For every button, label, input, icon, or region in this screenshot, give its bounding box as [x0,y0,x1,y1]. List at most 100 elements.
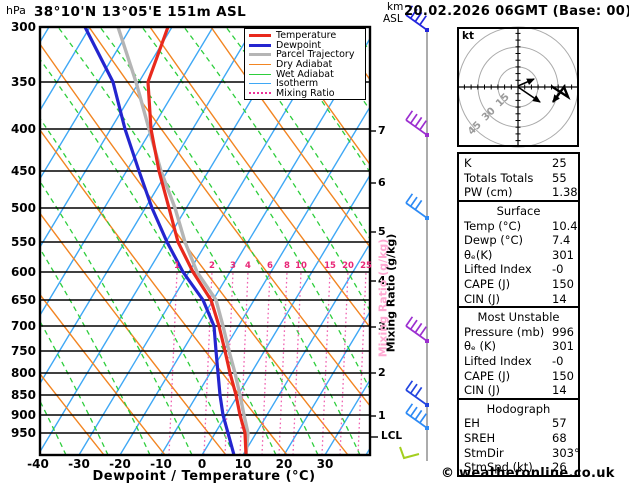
temp-tick-label: -20 [109,457,131,471]
table-row: StmSpd (kt) 26 [459,460,578,475]
km-tick-label: 3 [378,320,386,333]
mixing-ratio-tick-label: 10 [295,261,307,271]
table-row: CAPE (J) 150 [459,368,578,383]
wind-barb [405,5,429,32]
pressure-tick-label: 500 [10,201,36,215]
table-row-label: Totals Totals [464,170,534,185]
km-tick-label: 2 [378,366,386,379]
table-row-label: PW (cm) [464,185,513,200]
temp-tick-label: -10 [150,457,172,471]
temp-tick-label: 0 [197,457,207,471]
legend-item: Mixing Ratio [249,88,361,99]
asl-axis-unit-label: ASL [383,13,403,25]
mixing-ratio-tick-label: 20 [342,261,354,271]
wind-barb [405,403,429,430]
table-row-value: 150 [552,277,574,292]
hodograph-unit-label: kt [462,30,475,42]
parcel-trajectory-curve [116,27,250,455]
legend-line-sample [249,43,271,47]
table-row: Lifted Index -0 [459,354,578,369]
pressure-tick-label: 450 [10,164,36,178]
temp-tick-label: 10 [234,457,252,471]
table-section-header: Most Unstable [477,310,560,324]
table-row-value: 996 [552,324,574,339]
table-row-label: EH [464,416,480,431]
lcl-label: LCL [381,430,403,442]
mixing-ratio-tick-label: 8 [284,261,290,271]
wind-barb [405,316,429,343]
table-section: K 25 Totals Totals 55 PW (cm) 1.38 [457,152,580,202]
pressure-tick-label: 350 [10,75,36,89]
mixing-ratio-tick-label: 15 [324,261,336,271]
storm-motion-arrow [517,86,541,103]
pressure-tick-label: 600 [10,265,36,279]
table-row-label: Pressure (mb) [464,324,545,339]
table-row-value: 57 [552,416,567,431]
table-row-value: -0 [552,354,564,369]
mixing-ratio-axis-label: Mixing Ratio (g/kg) [384,233,398,353]
table-row: CIN (J) 14 [459,291,578,306]
legend-item: Dry Adiabat [249,59,361,71]
temp-tick-label: 20 [275,457,293,471]
table-row: PW (cm) 1.38 [459,185,578,200]
table-section-header: Surface [496,203,541,218]
table-row-label: Lifted Index [464,262,532,277]
pressure-tick-label: 550 [10,235,36,249]
x-axis-title: Dewpoint / Temperature (°C) [92,469,316,484]
km-tick-label: 5 [378,225,386,238]
mixing-ratio-tick-label: 2 [209,261,215,271]
pressure-tick-label: 850 [10,388,36,402]
wind-barb [405,193,429,220]
mixing-ratio-tick-label: 1 [174,261,180,271]
legend-item-label: Isotherm [276,78,319,90]
table-row-value: 301 [552,339,574,354]
km-axis-unit-label: km [387,1,404,13]
table-row: θₑ (K) 301 [459,339,578,354]
legend-item-label: Temperature [276,30,337,42]
legend-item-label: Dry Adiabat [276,59,333,71]
footer-credit: © weatheronline.co.uk [441,466,615,481]
table-row-label: Dewp (°C) [464,233,524,248]
table-section: Most Unstable Pressure (mb) 996 θₑ (K) 301 Li… [457,306,580,400]
table-row-label: Lifted Index [464,354,532,369]
table-row-value: 14 [552,291,567,306]
legend-line-sample [249,53,271,57]
datetime-title: 20.02.2026 06GMT (Base: 00) [404,4,629,19]
pressure-tick-label: 650 [10,293,36,307]
mixing-ratio-tick-label: 4 [245,261,251,271]
legend-item-label: Dewpoint [276,39,322,51]
legend-item: Isotherm [249,78,361,90]
table-row-label: K [464,156,472,171]
dewpoint-curve [83,27,236,455]
legend-line-sample [249,92,271,95]
legend-line-sample [249,83,271,85]
table-row-value: 10.4 [552,218,578,233]
legend-item: Temperature [249,30,361,42]
table-row-value: 150 [552,368,574,383]
legend-line-sample [249,34,271,38]
table-row-value: 7.4 [552,233,571,248]
legend: Temperature Dewpoint Parcel Trajectory Dry … [244,28,366,101]
temp-tick-label: 30 [316,457,334,471]
table-row-value: 14 [552,383,567,398]
hodograph-trace [550,84,571,103]
km-tick-label: 4 [378,274,386,287]
pressure-tick-label: 300 [10,20,36,34]
table-row: Dewp (°C) 7.4 [459,233,578,248]
pressure-tick-label: 800 [10,366,36,380]
wind-barb [405,110,429,137]
table-row: Totals Totals 55 [459,171,578,186]
table-section: Surface Temp (°C) 10.4 Dewp (°C) 7.4 θₑ(K) 301… [457,199,580,308]
table-row-label: StmSpd (kt) [464,460,533,475]
legend-item-label: Parcel Trajectory [276,49,355,61]
table-section: Hodograph EH 57 SREH 68 StmDir 303° StmSpd (kt)… [457,397,580,477]
station-title: 38°10'N 13°05'E 151m ASL [34,4,247,20]
table-row-label: Temp (°C) [464,218,522,233]
table-row: Lifted Index -0 [459,262,578,277]
table-row: Pressure (mb) 996 [459,325,578,340]
temp-tick-label: -30 [68,457,90,471]
table-row-value: 301 [552,247,574,262]
pressure-tick-label: 900 [10,408,36,422]
table-row: CAPE (J) 150 [459,277,578,292]
